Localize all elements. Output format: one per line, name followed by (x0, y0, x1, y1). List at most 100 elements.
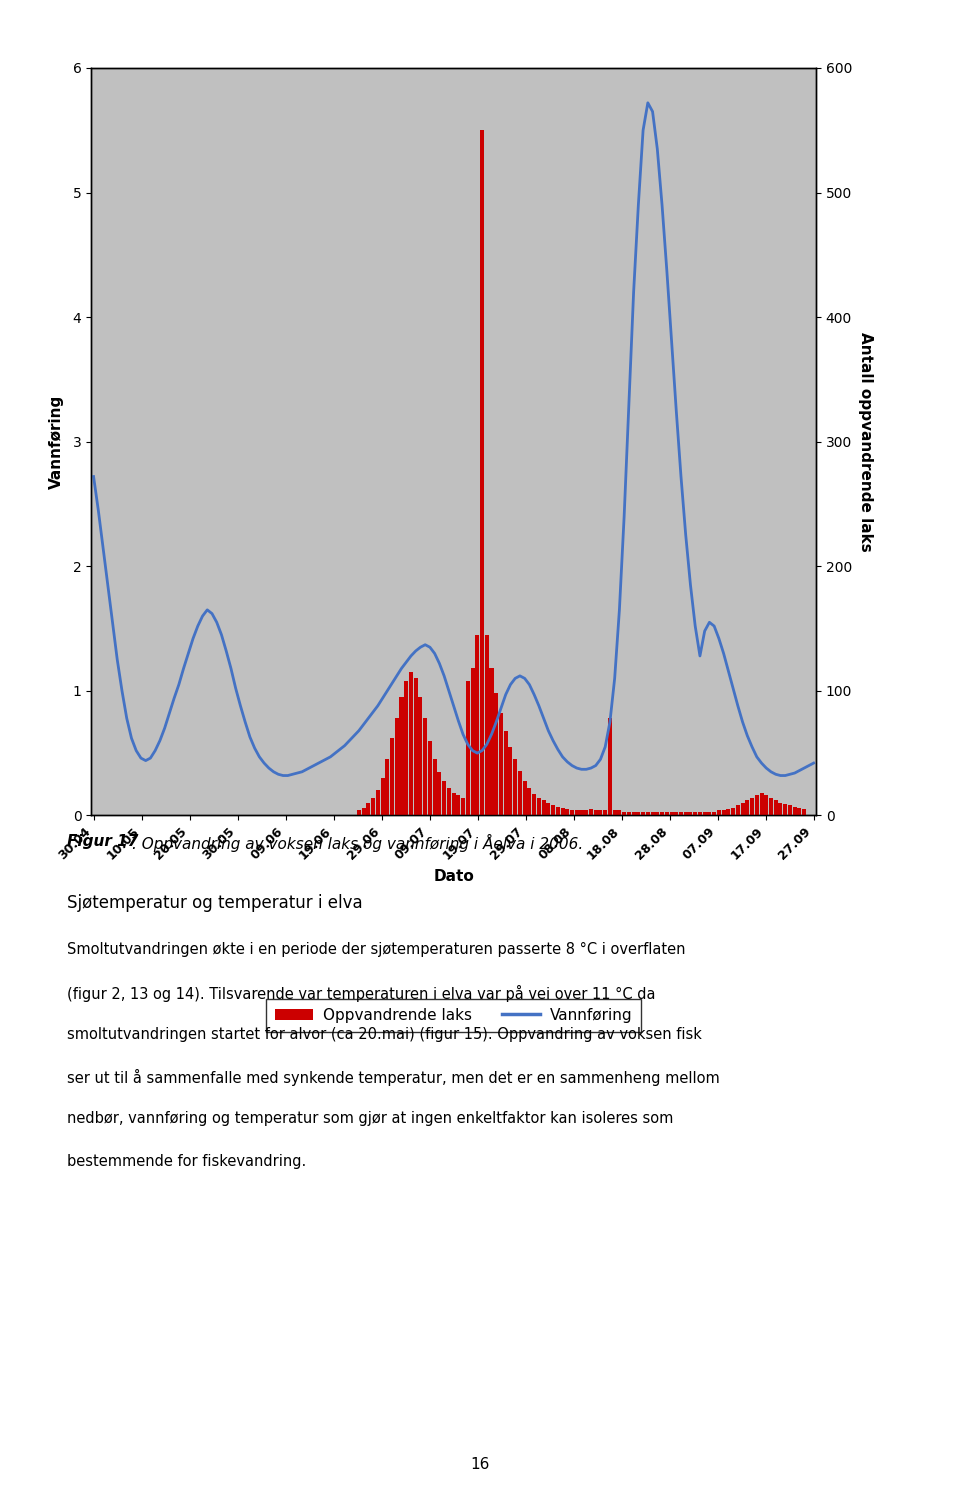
Bar (499, 713, 503, 815)
Bar (399, 698, 403, 815)
Bar (541, 800, 545, 815)
Bar (570, 811, 574, 815)
Bar (745, 800, 750, 815)
Bar (509, 747, 513, 815)
Bar (494, 693, 498, 815)
Bar (636, 812, 640, 815)
X-axis label: Dato: Dato (433, 870, 474, 885)
Y-axis label: Antall oppvandrende laks: Antall oppvandrende laks (858, 332, 873, 551)
Bar (603, 811, 608, 815)
Bar (443, 781, 446, 815)
Text: bestemmende for fiskevandring.: bestemmende for fiskevandring. (67, 1154, 306, 1169)
Bar (674, 812, 679, 815)
Bar (651, 812, 655, 815)
Bar (419, 698, 422, 815)
Bar (803, 809, 806, 815)
Bar (585, 811, 588, 815)
Y-axis label: Vannføring: Vannføring (49, 394, 64, 489)
Bar (646, 812, 650, 815)
Bar (575, 811, 579, 815)
Bar (622, 812, 626, 815)
Bar (769, 797, 773, 815)
Bar (466, 681, 469, 815)
Text: smoltutvandringen startet for alvor (ca 20.mai) (figur 15). Oppvandring av vokse: smoltutvandringen startet for alvor (ca … (67, 1027, 702, 1042)
Bar (722, 811, 726, 815)
Bar (380, 778, 385, 815)
Bar (375, 791, 380, 815)
Bar (433, 760, 437, 815)
Bar (475, 634, 479, 815)
Bar (485, 634, 489, 815)
Bar (390, 738, 394, 815)
Bar (367, 803, 371, 815)
Bar (783, 805, 787, 815)
Bar (669, 812, 674, 815)
Bar (717, 811, 721, 815)
Bar (527, 788, 532, 815)
Bar (451, 793, 456, 815)
Bar (793, 806, 797, 815)
Bar (627, 812, 631, 815)
Bar (593, 811, 598, 815)
Bar (372, 797, 375, 815)
Bar (708, 812, 711, 815)
Bar (532, 794, 536, 815)
Text: Figur 17: Figur 17 (67, 834, 138, 849)
Bar (404, 681, 408, 815)
Bar (362, 808, 366, 815)
Bar (461, 797, 465, 815)
Bar (712, 812, 716, 815)
Bar (608, 719, 612, 815)
Text: (figur 2, 13 og 14). Tilsvarende var temperaturen i elva var på vei over 11 °C d: (figur 2, 13 og 14). Tilsvarende var tem… (67, 985, 656, 1001)
Bar (423, 719, 427, 815)
Bar (693, 812, 697, 815)
Bar (750, 797, 754, 815)
Bar (664, 812, 669, 815)
Bar (589, 809, 593, 815)
Legend: Oppvandrende laks, Vannføring: Oppvandrende laks, Vannføring (266, 998, 641, 1031)
Bar (612, 811, 616, 815)
Bar (684, 812, 687, 815)
Bar (385, 760, 390, 815)
Text: 16: 16 (470, 1457, 490, 1472)
Bar (598, 811, 603, 815)
Text: Sjøtemperatur og temperatur i elva: Sjøtemperatur og temperatur i elva (67, 894, 363, 912)
Bar (755, 796, 758, 815)
Bar (632, 812, 636, 815)
Bar (446, 788, 451, 815)
Text: ser ut til å sammenfalle med synkende temperatur, men det er en sammenheng mello: ser ut til å sammenfalle med synkende te… (67, 1069, 720, 1086)
Bar (514, 760, 517, 815)
Bar (798, 808, 802, 815)
Bar (727, 809, 731, 815)
Bar (546, 803, 550, 815)
Bar (580, 811, 584, 815)
Bar (698, 812, 702, 815)
Bar (522, 781, 527, 815)
Bar (703, 812, 707, 815)
Bar (764, 796, 768, 815)
Bar (357, 811, 361, 815)
Bar (428, 740, 432, 815)
Bar (688, 812, 692, 815)
Bar (456, 796, 461, 815)
Text: Smoltutvandringen økte i en periode der sjøtemperaturen passerte 8 °C i overflat: Smoltutvandringen økte i en periode der … (67, 942, 685, 957)
Bar (561, 808, 564, 815)
Bar (556, 806, 560, 815)
Bar (660, 812, 664, 815)
Bar (641, 812, 645, 815)
Bar (735, 805, 740, 815)
Bar (480, 130, 484, 815)
Bar (537, 797, 540, 815)
Bar (517, 770, 522, 815)
Bar (732, 808, 735, 815)
Bar (740, 803, 745, 815)
Bar (656, 812, 660, 815)
Bar (409, 672, 413, 815)
Bar (551, 805, 555, 815)
Bar (438, 772, 442, 815)
Bar (788, 805, 792, 815)
Text: . Oppvandring av voksen laks og vannføring i Åelva i 2006.: . Oppvandring av voksen laks og vannføri… (132, 834, 584, 852)
Bar (504, 731, 508, 815)
Bar (565, 809, 569, 815)
Bar (679, 812, 683, 815)
